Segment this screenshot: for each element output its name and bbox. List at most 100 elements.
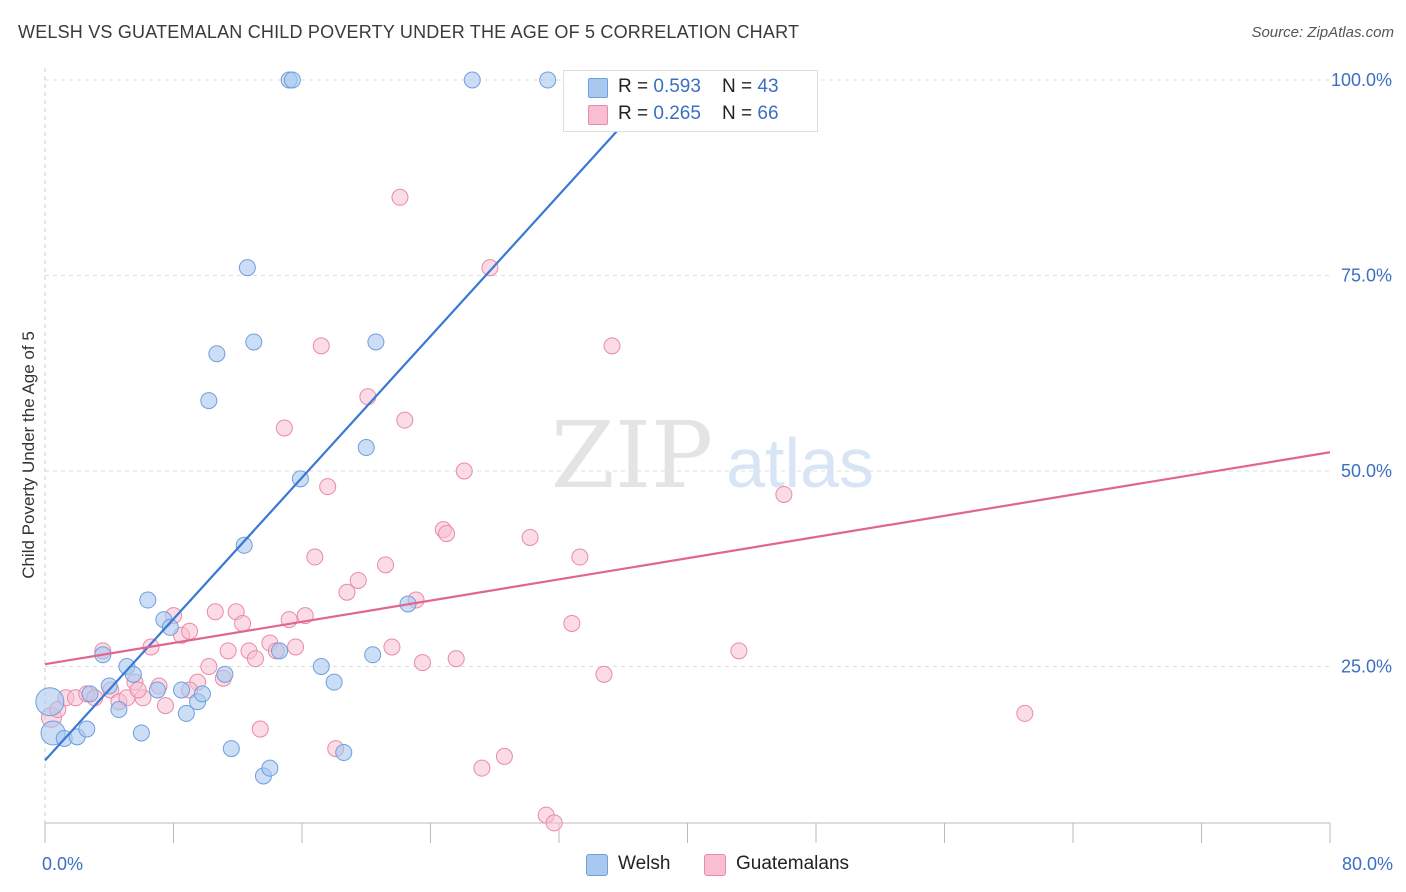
legend-guat-n-value: 66 bbox=[757, 103, 779, 124]
guatemalans-trend-line bbox=[44, 451, 1331, 666]
welsh-point-20 bbox=[200, 392, 218, 410]
guatemalans-point-61 bbox=[730, 642, 748, 660]
guatemalans-point-51 bbox=[473, 759, 491, 777]
trend-lines bbox=[44, 79, 1331, 762]
legend-swatch-welsh bbox=[588, 78, 608, 98]
chart-title: WELSH VS GUATEMALAN CHILD POVERTY UNDER … bbox=[18, 22, 800, 42]
y-tick-label-75: 75.0% bbox=[1341, 266, 1392, 286]
guatemalans-point-32 bbox=[287, 638, 305, 656]
welsh-point-28 bbox=[261, 759, 279, 777]
welsh-point-11 bbox=[132, 724, 150, 742]
welsh-point-21 bbox=[208, 345, 226, 363]
y-tick-label-25: 25.0% bbox=[1341, 657, 1392, 677]
welsh-point-37 bbox=[364, 646, 382, 664]
guatemalans-point-24 bbox=[234, 614, 252, 632]
guatemalans-point-22 bbox=[219, 642, 237, 660]
tick-labels: 25.0% 50.0% 75.0% 100.0% 0.0% 80.0% bbox=[42, 70, 1393, 874]
guatemalans-point-43 bbox=[391, 188, 409, 206]
welsh-point-36 bbox=[357, 439, 375, 457]
bottom-legend-swatch-welsh bbox=[586, 854, 608, 876]
guatemalans-point-62 bbox=[775, 485, 793, 503]
welsh-point-10 bbox=[124, 665, 142, 683]
y-tick-label-50: 50.0% bbox=[1341, 461, 1392, 481]
bottom-legend-label-welsh: Welsh bbox=[618, 853, 671, 874]
legend-guat-r-value: 0.265 bbox=[653, 103, 701, 124]
guatemalans-point-42 bbox=[383, 638, 401, 656]
bottom-legend-swatch-guatemalans bbox=[704, 854, 726, 876]
welsh-point-15 bbox=[161, 618, 179, 636]
guatemalans-point-56 bbox=[545, 814, 563, 832]
welsh-point-38 bbox=[367, 333, 385, 351]
guatemalans-point-38 bbox=[338, 583, 356, 601]
guatemalans-point-52 bbox=[481, 259, 499, 277]
guatemalans-point-27 bbox=[251, 720, 269, 738]
watermark-atlas: atlas bbox=[726, 424, 874, 502]
legend-welsh-n-label: N = bbox=[722, 76, 758, 97]
welsh-point-40 bbox=[463, 71, 481, 89]
guatemalans-point-48 bbox=[438, 525, 456, 543]
y-tick-label-100: 100.0% bbox=[1331, 70, 1392, 90]
x-tick-label-80: 80.0% bbox=[1342, 854, 1393, 874]
legend-swatch-guatemalans bbox=[588, 105, 608, 125]
legend-welsh-n-value: 43 bbox=[757, 76, 779, 97]
guatemalans-point-49 bbox=[447, 650, 465, 668]
guatemalans-point-41 bbox=[377, 556, 395, 574]
welsh-point-4 bbox=[78, 720, 96, 738]
legend-welsh-r-value: 0.593 bbox=[653, 76, 701, 97]
guatemalans-point-14 bbox=[156, 697, 174, 715]
guatemalans-point-46 bbox=[413, 654, 431, 672]
guatemalans-point-58 bbox=[571, 548, 589, 566]
welsh-point-25 bbox=[238, 259, 256, 277]
guatemalans-point-65 bbox=[129, 681, 147, 699]
correlation-legend: R = 0.593 N = 43 R = 0.265 N = 66 bbox=[563, 70, 818, 132]
guatemalans-point-53 bbox=[495, 747, 513, 765]
guatemalans-point-36 bbox=[319, 478, 337, 496]
guatemalans-point-35 bbox=[312, 337, 330, 355]
guatemalans-point-60 bbox=[603, 337, 621, 355]
guatemalans-point-19 bbox=[200, 658, 218, 675]
welsh-point-8 bbox=[110, 701, 128, 719]
legend-guat-r-label: R = bbox=[618, 103, 654, 124]
welsh-point-7 bbox=[100, 677, 118, 695]
welsh-point-22 bbox=[216, 665, 234, 683]
x-tick-label-0: 0.0% bbox=[42, 854, 83, 874]
guatemalans-points bbox=[40, 188, 1034, 832]
welsh-point-41 bbox=[539, 71, 557, 89]
welsh-point-24 bbox=[235, 536, 253, 554]
watermark-zip: ZIP bbox=[551, 402, 713, 509]
guatemalans-point-26 bbox=[246, 650, 264, 668]
welsh-point-12 bbox=[139, 591, 157, 609]
guatemalans-point-30 bbox=[275, 419, 293, 437]
welsh-point-23 bbox=[222, 740, 240, 758]
welsh-point-31 bbox=[283, 71, 301, 89]
guatemalans-point-63 bbox=[1016, 704, 1034, 722]
watermark: ZIP atlas bbox=[551, 402, 874, 509]
welsh-point-29 bbox=[271, 642, 289, 660]
bottom-legend-label-guatemalans: Guatemalans bbox=[736, 853, 850, 874]
legend-welsh-r-label: R = bbox=[618, 76, 654, 97]
guatemalans-point-39 bbox=[349, 571, 367, 589]
welsh-point-5 bbox=[81, 685, 99, 703]
guatemalans-point-20 bbox=[206, 603, 224, 621]
guatemalans-point-57 bbox=[563, 614, 581, 632]
grid-lines bbox=[45, 79, 1330, 667]
welsh-point-35 bbox=[335, 744, 353, 762]
guatemalans-point-17 bbox=[181, 622, 199, 640]
y-axis-label: Child Poverty Under the Age of 5 bbox=[19, 331, 38, 579]
welsh-point-0 bbox=[35, 687, 65, 717]
guatemalans-point-44 bbox=[396, 411, 414, 429]
legend-guat-n-label: N = bbox=[722, 103, 758, 124]
welsh-point-13 bbox=[148, 681, 166, 699]
welsh-point-16 bbox=[173, 681, 191, 699]
welsh-point-26 bbox=[245, 333, 263, 351]
welsh-point-33 bbox=[312, 658, 330, 675]
welsh-point-17 bbox=[177, 704, 195, 722]
welsh-point-19 bbox=[193, 685, 211, 703]
guatemalans-point-34 bbox=[306, 548, 324, 566]
chart-source: Source: ZipAtlas.com bbox=[1251, 24, 1394, 41]
guatemalans-point-59 bbox=[595, 665, 613, 683]
guatemalans-point-40 bbox=[359, 388, 377, 406]
guatemalans-point-50 bbox=[455, 462, 473, 480]
welsh-point-34 bbox=[325, 673, 343, 691]
